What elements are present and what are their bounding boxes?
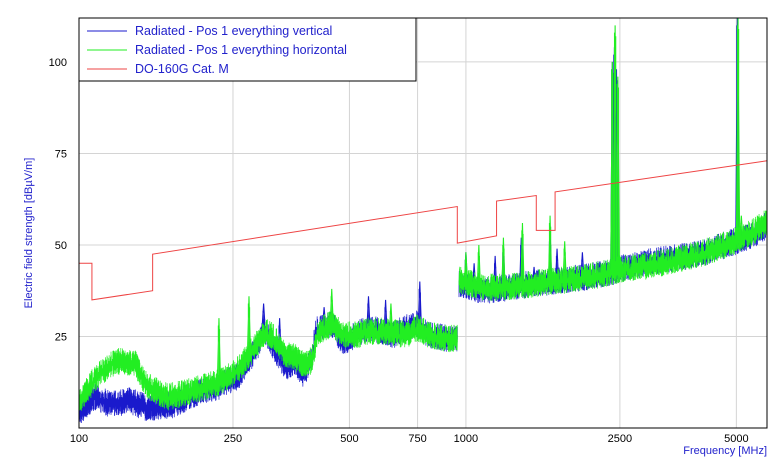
series-horizontal-trace-spike-5 [476,244,482,288]
y-axis-label: Electric field strength [dBµV/m] [23,158,35,309]
y-axis-ticks: 25 50 75 100 [49,57,67,344]
y-tick-label-75: 75 [55,148,67,160]
x-tick-label-1000: 1000 [454,433,478,445]
legend-entry-limit: DO-160G Cat. M [87,62,229,76]
legend-label-vertical: Radiated - Pos 1 everything vertical [135,24,332,38]
series-horizontal-trace-spike-11 [612,25,618,273]
x-tick-label-750: 750 [408,433,426,445]
legend-entry-vertical: Radiated - Pos 1 everything vertical [87,24,332,38]
series-horizontal-trace-spike-8 [547,215,553,284]
series-horizontal-trace-spike-4 [463,252,469,284]
series-horizontal-trace-spike-0 [216,318,222,385]
legend-box [78,17,417,82]
legend-entry-horizontal: Radiated - Pos 1 everything horizontal [87,43,347,57]
x-tick-label-5000: 5000 [724,433,748,445]
x-tick-label-250: 250 [224,433,242,445]
series-horizontal-trace-spike-12 [615,76,621,272]
series-horizontal-trace-spike-2 [329,288,334,326]
series-horizontal-trace-spike-7 [520,222,525,288]
series-horizontal-trace-spike-10 [610,61,615,274]
series-limit-line [79,160,767,301]
x-axis-ticks: 100 250 500 750 1000 2500 5000 [70,433,749,445]
series-horizontal-trace-spike-3 [388,303,394,334]
x-axis-label: Frequency [MHz] [683,445,767,457]
series-horizontal-trace-spike-6 [501,237,506,289]
series-horizontal-trace-spike-1 [246,296,252,357]
series-horizontal-trace-spike-13 [735,18,741,241]
plot-area [79,18,767,424]
y-tick-label-50: 50 [55,240,67,252]
x-tick-label-500: 500 [340,433,358,445]
x-tick-label-100: 100 [70,433,88,445]
series-horizontal-trace-spike-9 [562,241,567,282]
legend-label-horizontal: Radiated - Pos 1 everything horizontal [135,43,347,57]
y-tick-label-25: 25 [55,331,67,343]
series-horizontal-trace-spike-14 [739,215,744,240]
legend-label-limit: DO-160G Cat. M [135,62,229,76]
y-tick-label-100: 100 [49,57,67,69]
plot-frame [78,17,768,429]
x-tick-label-2500: 2500 [608,433,632,445]
legend: Radiated - Pos 1 everything vertical Rad… [78,17,417,82]
